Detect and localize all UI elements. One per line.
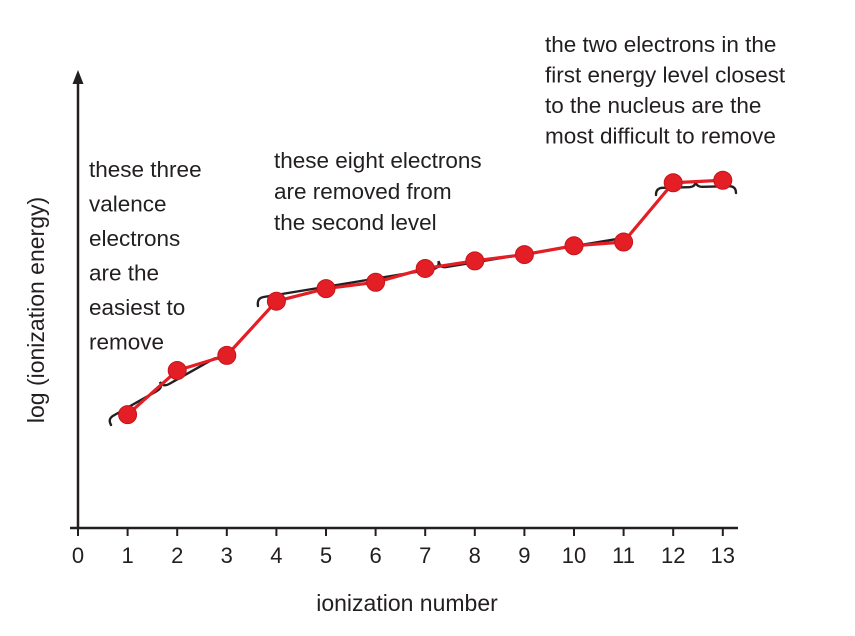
y-axis-arrow xyxy=(72,70,84,84)
x-tick-label: 4 xyxy=(270,543,282,568)
axes xyxy=(70,70,738,530)
x-tick-label: 9 xyxy=(518,543,530,568)
x-tick-label: 2 xyxy=(171,543,183,568)
annotation-text: easiest to xyxy=(89,295,185,320)
x-tick-label: 3 xyxy=(221,543,233,568)
series xyxy=(118,170,733,425)
data-point xyxy=(663,173,683,193)
annotation-text: the two electrons in the xyxy=(545,32,776,57)
x-tick-label: 7 xyxy=(419,543,431,568)
data-point xyxy=(564,236,584,256)
x-tick-label: 12 xyxy=(661,543,685,568)
x-tick-label: 1 xyxy=(121,543,133,568)
data-point xyxy=(514,245,534,265)
x-tick-label: 8 xyxy=(469,543,481,568)
data-point xyxy=(217,345,237,365)
annotation-text: these eight electrons xyxy=(274,148,482,173)
data-point xyxy=(167,361,187,380)
x-tick-label: 5 xyxy=(320,543,332,568)
x-ticks: 0 1 2 3 4 5 6 7 8 9 10 11 12 13 xyxy=(72,528,735,568)
annotation-text: these three xyxy=(89,157,202,182)
x-tick-label: 0 xyxy=(72,543,84,568)
annotation-text: are the xyxy=(89,261,159,286)
annotation-text: the second level xyxy=(274,210,437,235)
x-tick-label: 6 xyxy=(369,543,381,568)
data-point xyxy=(266,291,286,311)
x-tick-label: 13 xyxy=(711,543,735,568)
annotation-text: first energy level closest xyxy=(545,63,786,88)
annotation-text: to the nucleus are the xyxy=(545,93,761,118)
data-point xyxy=(118,405,138,425)
annotation-text: electrons xyxy=(89,226,180,251)
annotation-text: remove xyxy=(89,330,164,355)
x-axis-label: ionization number xyxy=(316,590,498,616)
y-axis-label: log (ionization energy) xyxy=(23,197,49,423)
annotation-text: are removed from xyxy=(274,179,452,204)
x-tick-label: 10 xyxy=(562,543,586,568)
annotation-text: most difficult to remove xyxy=(545,124,776,149)
annotation-text: valence xyxy=(89,192,167,217)
data-point xyxy=(415,258,435,278)
annotations: these three valence electrons are the easies… xyxy=(89,32,786,355)
data-point xyxy=(614,232,634,252)
data-point xyxy=(713,170,733,190)
data-point xyxy=(316,279,336,299)
data-point xyxy=(465,251,485,271)
x-tick-label: 11 xyxy=(612,543,635,568)
data-point xyxy=(366,272,386,292)
